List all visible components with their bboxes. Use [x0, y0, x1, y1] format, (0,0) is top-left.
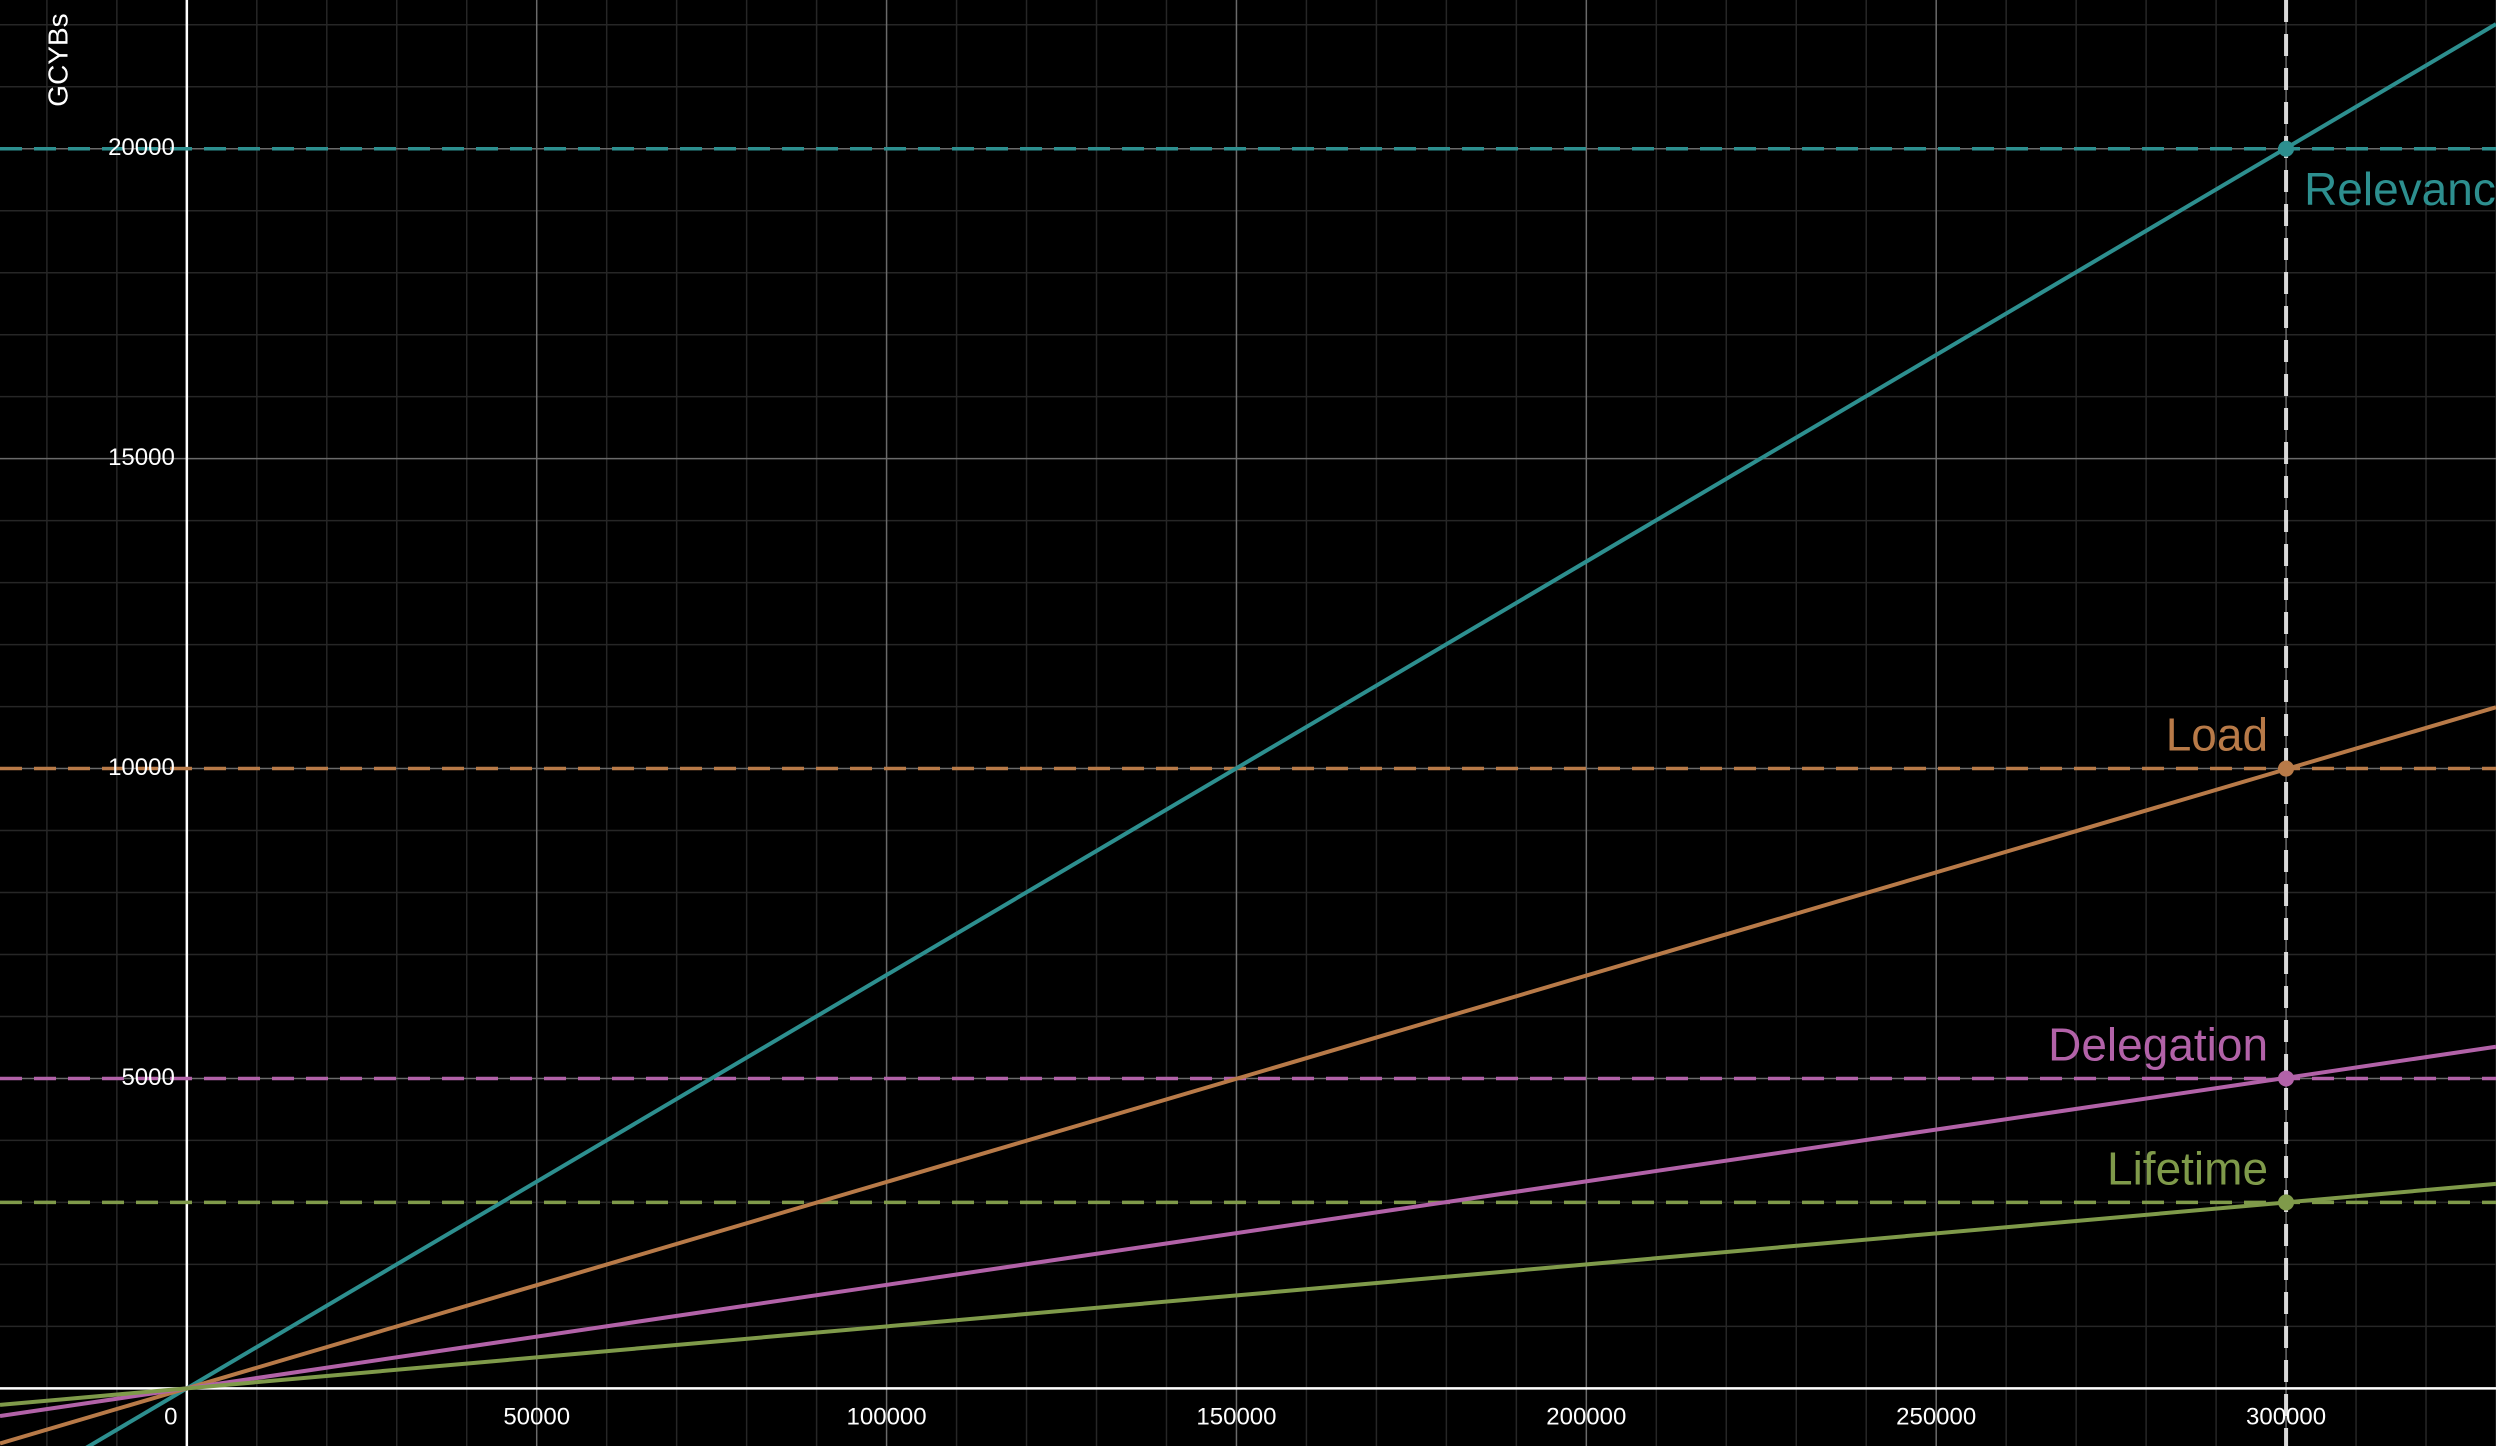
horizontal-reference-lines [0, 147, 2496, 1205]
point-lifetime [2278, 1194, 2295, 1211]
x-tick-label: 50000 [503, 1404, 570, 1431]
series-label-relevance: Relevance [2304, 163, 2496, 215]
series-label-load: Load [2166, 709, 2268, 761]
y-tick-label: 5000 [121, 1064, 174, 1091]
series-labels: Relevance Load Delegation Lifetime [2048, 163, 2496, 1195]
y-tick-label: 10000 [108, 754, 175, 781]
x-tick-label: 100000 [847, 1404, 927, 1431]
series-label-delegation: Delegation [2048, 1019, 2268, 1071]
point-relevance [2278, 140, 2295, 157]
series-line-lifetime [0, 1181, 2496, 1407]
series-label-lifetime: Lifetime [2107, 1143, 2268, 1195]
x-tick-label: 200000 [1546, 1404, 1626, 1431]
x-tick-label: 300000 [2246, 1404, 2326, 1431]
intersection-points [2278, 140, 2295, 1211]
series-line-relevance [85, 22, 2496, 1446]
point-load [2278, 760, 2295, 777]
y-tick-label: 20000 [108, 134, 175, 161]
point-delegation [2278, 1070, 2295, 1087]
series-lines [0, 22, 2496, 1446]
series-line-delegation [0, 1044, 2496, 1418]
y-axis-label: GCYBs [42, 13, 73, 106]
x-tick-label: 0 [164, 1404, 177, 1431]
x-tick-label: 150000 [1196, 1404, 1276, 1431]
x-tick-label: 250000 [1896, 1404, 1976, 1431]
y-tick-label: 15000 [108, 444, 175, 471]
x-tick-labels: 0 50000 100000 150000 200000 250000 300000 [164, 1404, 2326, 1431]
y-tick-labels: 5000 10000 15000 20000 [108, 134, 175, 1091]
series-line-load [0, 705, 2496, 1446]
